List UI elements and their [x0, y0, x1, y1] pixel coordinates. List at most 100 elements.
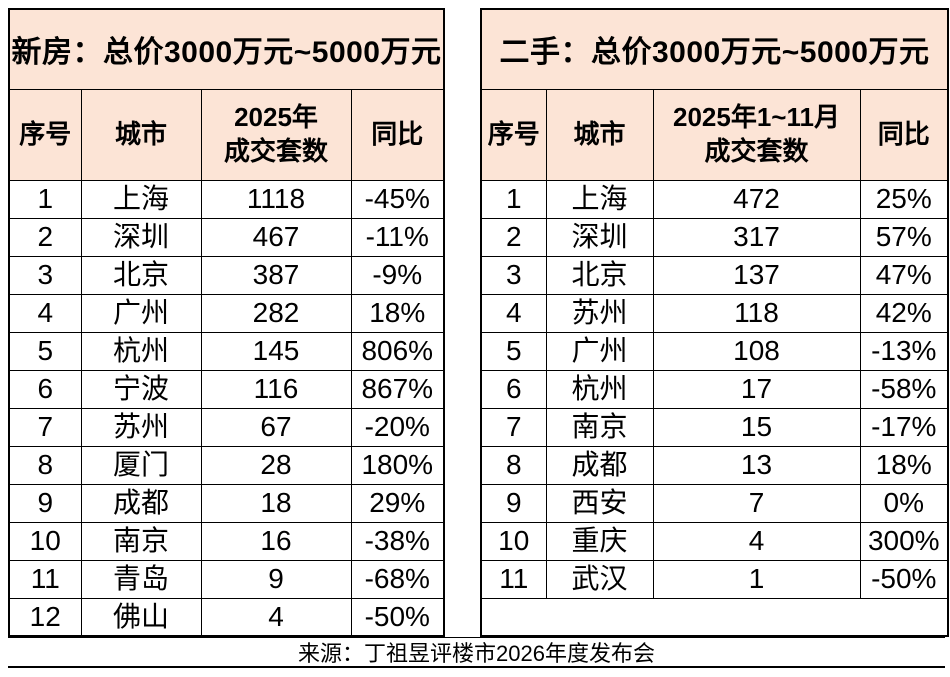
- cell-yoy: 57%: [859, 217, 949, 257]
- cell-rank: 1: [480, 179, 547, 219]
- cell-yoy: 180%: [350, 445, 445, 485]
- cell-count: 118: [652, 293, 861, 333]
- cell-rank: 2: [8, 217, 82, 257]
- cell-city: 北京: [80, 255, 202, 295]
- cell-city: 武汉: [545, 559, 654, 599]
- cell-rank: 3: [8, 255, 82, 295]
- column-header: 同比: [859, 88, 949, 181]
- table-row: 5 杭州 145 806%: [8, 331, 445, 371]
- cell-rank: 8: [8, 445, 82, 485]
- table-header-row: 序号 城市 2025年1~11月 成交套数 同比: [480, 88, 949, 181]
- table-row: 10 重庆 4 300%: [480, 521, 949, 561]
- column-header: 城市: [80, 88, 202, 181]
- cell-yoy: 29%: [350, 483, 445, 523]
- cell-rank: 4: [480, 293, 547, 333]
- cell-city: 佛山: [80, 597, 202, 637]
- cell-yoy: -20%: [350, 407, 445, 447]
- cell-yoy: 18%: [350, 293, 445, 333]
- cell-city: 成都: [80, 483, 202, 523]
- cell-yoy: 18%: [859, 445, 949, 485]
- cell-yoy: 867%: [350, 369, 445, 409]
- cell-city: 厦门: [80, 445, 202, 485]
- tables-row: 新房：总价3000万元~5000万元 序号 城市 2025年 成交套数 同比 1 上海 11…: [8, 8, 949, 637]
- cell-city: 宁波: [80, 369, 202, 409]
- table-row: 10 南京 16 -38%: [8, 521, 445, 561]
- cell-yoy: -68%: [350, 559, 445, 599]
- secondhand-table-head: 二手：总价3000万元~5000万元 序号 城市 2025年1~11月 成交套数 同比: [480, 8, 949, 181]
- cell-count: 145: [200, 331, 352, 371]
- table-row: 4 苏州 118 42%: [480, 293, 949, 333]
- cell-count: 1118: [200, 179, 352, 219]
- column-header: 序号: [480, 88, 547, 181]
- new-homes-table-head: 新房：总价3000万元~5000万元 序号 城市 2025年 成交套数 同比: [8, 8, 445, 181]
- table-row: 2 深圳 467 -11%: [8, 217, 445, 257]
- table-row: 3 北京 387 -9%: [8, 255, 445, 295]
- table-row: 8 成都 13 18%: [480, 445, 949, 485]
- cell-city: 西安: [545, 483, 654, 523]
- cell-count: 1: [652, 559, 861, 599]
- cell-yoy: 806%: [350, 331, 445, 371]
- cell-count: 116: [200, 369, 352, 409]
- table-row: 7 南京 15 -17%: [480, 407, 949, 447]
- cell-yoy: -58%: [859, 369, 949, 409]
- cell-city: 苏州: [545, 293, 654, 333]
- empty-row: [480, 597, 949, 637]
- table-row: 2 深圳 317 57%: [480, 217, 949, 257]
- cell-rank: 7: [8, 407, 82, 447]
- table-title-row: 二手：总价3000万元~5000万元: [480, 8, 949, 90]
- cell-count: 467: [200, 217, 352, 257]
- cell-count: 108: [652, 331, 861, 371]
- table-row: 9 成都 18 29%: [8, 483, 445, 523]
- cell-rank: 9: [8, 483, 82, 523]
- table-row: 11 青岛 9 -68%: [8, 559, 445, 599]
- cell-yoy: -38%: [350, 521, 445, 561]
- cell-rank: 7: [480, 407, 547, 447]
- secondhand-table: 二手：总价3000万元~5000万元 序号 城市 2025年1~11月 成交套数 同比 …: [480, 8, 949, 637]
- cell-city: 深圳: [545, 217, 654, 257]
- cell-city: 深圳: [80, 217, 202, 257]
- cell-count: 16: [200, 521, 352, 561]
- cell-count: 137: [652, 255, 861, 295]
- cell-city: 南京: [545, 407, 654, 447]
- cell-count: 387: [200, 255, 352, 295]
- table-row: 6 宁波 116 867%: [8, 369, 445, 409]
- cell-city: 青岛: [80, 559, 202, 599]
- cell-rank: 8: [480, 445, 547, 485]
- cell-rank: 10: [8, 521, 82, 561]
- cell-rank: 5: [480, 331, 547, 371]
- cell-rank: 9: [480, 483, 547, 523]
- cell-city: 成都: [545, 445, 654, 485]
- cell-count: 17: [652, 369, 861, 409]
- table-row: 1 上海 1118 -45%: [8, 179, 445, 219]
- cell-yoy: 25%: [859, 179, 949, 219]
- table-row: 4 广州 282 18%: [8, 293, 445, 333]
- column-header: 城市: [545, 88, 654, 181]
- cell-yoy: -50%: [350, 597, 445, 637]
- cell-count: 282: [200, 293, 352, 333]
- cell-count: 13: [652, 445, 861, 485]
- cell-yoy: 47%: [859, 255, 949, 295]
- table-title-row: 新房：总价3000万元~5000万元: [8, 8, 445, 90]
- cell-count: 28: [200, 445, 352, 485]
- cell-city: 重庆: [545, 521, 654, 561]
- cell-city: 杭州: [545, 369, 654, 409]
- cell-count: 317: [652, 217, 861, 257]
- table-row: 11 武汉 1 -50%: [480, 559, 949, 599]
- cell-yoy: 42%: [859, 293, 949, 333]
- table-row: 7 苏州 67 -20%: [8, 407, 445, 447]
- column-header: 2025年1~11月 成交套数: [652, 88, 861, 181]
- cell-city: 广州: [545, 331, 654, 371]
- cell-yoy: -17%: [859, 407, 949, 447]
- cell-rank: 6: [8, 369, 82, 409]
- column-header: 序号: [8, 88, 82, 181]
- column-header: 2025年 成交套数: [200, 88, 352, 181]
- cell-rank: 1: [8, 179, 82, 219]
- cell-rank: 2: [480, 217, 547, 257]
- column-header: 同比: [350, 88, 445, 181]
- cell-city: 苏州: [80, 407, 202, 447]
- cell-rank: 3: [480, 255, 547, 295]
- cell-city: 北京: [545, 255, 654, 295]
- cell-count: 67: [200, 407, 352, 447]
- table-row: 6 杭州 17 -58%: [480, 369, 949, 409]
